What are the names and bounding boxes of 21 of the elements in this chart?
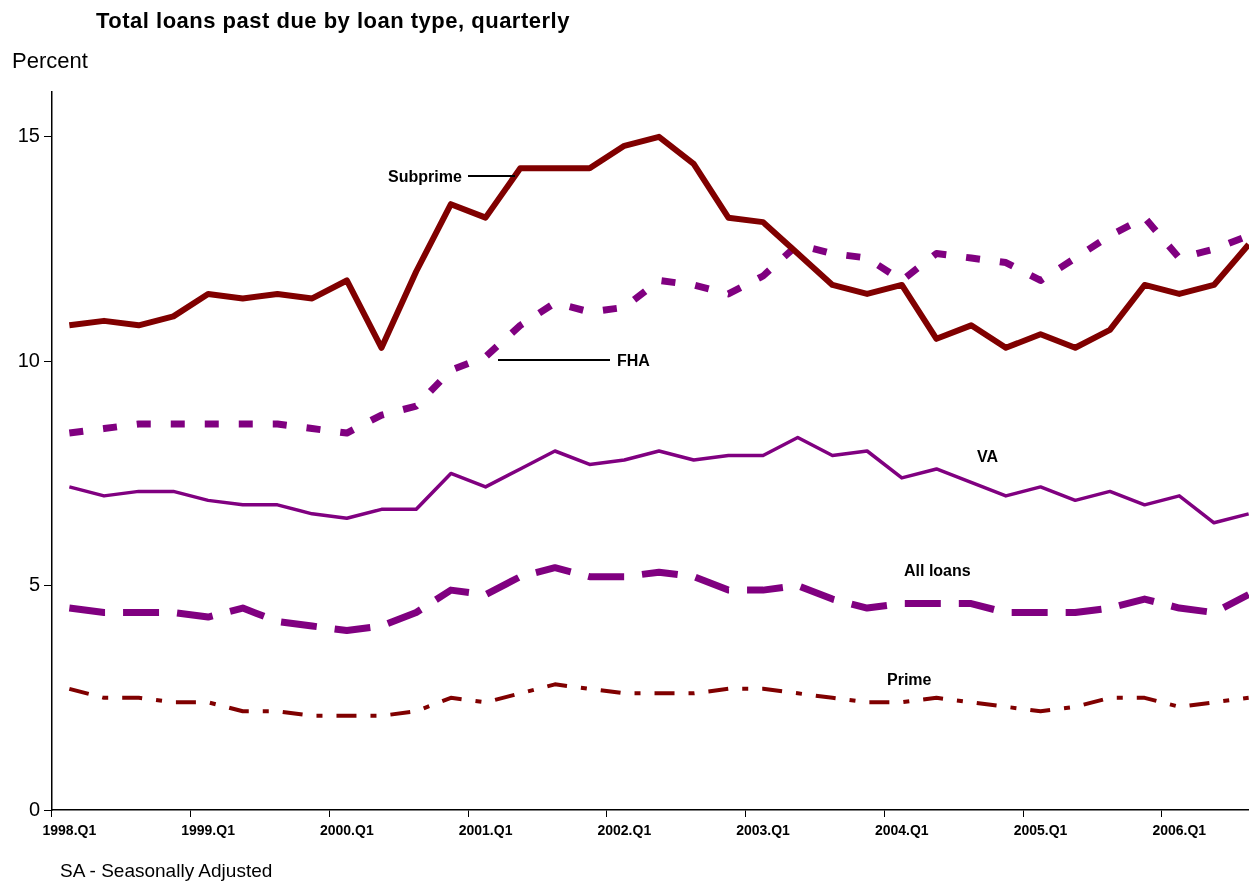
x-tick-label: 2003.Q1	[736, 822, 791, 839]
y-tick-label: 15	[17, 124, 40, 147]
chart-title: Total loans past due by loan type, quarterly	[96, 8, 570, 34]
y-tick-label: 10	[17, 348, 40, 371]
series-label: Prime	[887, 671, 932, 689]
x-tick-label: 2005.Q1	[1013, 822, 1068, 839]
y-axis-title: Percent	[12, 48, 88, 74]
x-tick-label: 2004.Q1	[874, 822, 929, 839]
x-tick-label: 2006.Q1	[1152, 822, 1207, 839]
x-tick-label: 2001.Q1	[458, 822, 513, 839]
y-tick-label: 0	[28, 797, 40, 820]
x-tick-label: 1999.Q1	[181, 822, 236, 839]
x-tick-label: 1998.Q1	[42, 822, 97, 839]
text: FHA	[617, 352, 651, 370]
x-tick-label: 2000.Q1	[319, 822, 374, 839]
y-tick-label: 5	[28, 573, 40, 596]
series-label: VA	[977, 448, 999, 466]
series-label: Subprime	[388, 168, 462, 186]
x-tick-label: 2002.Q1	[597, 822, 652, 839]
text: SA - Seasonally Adjusted	[60, 860, 273, 882]
series-label: All loans	[904, 562, 971, 580]
